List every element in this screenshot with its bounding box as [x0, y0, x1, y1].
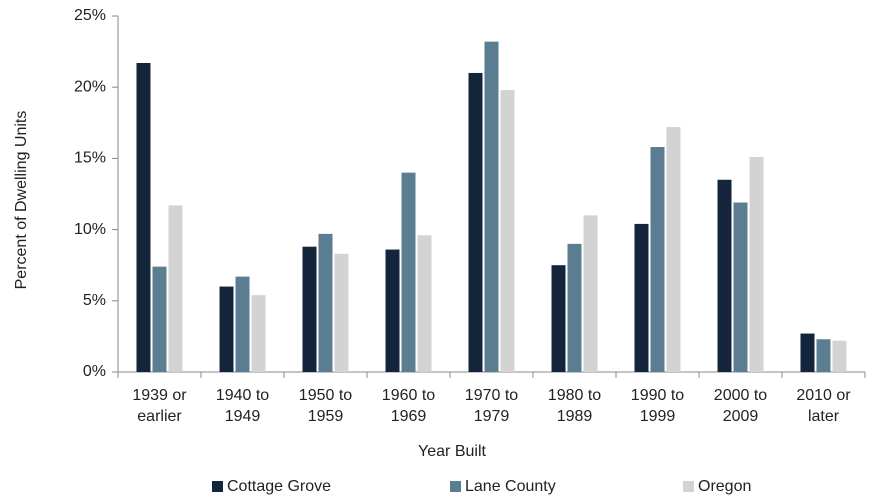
x-tick-label: 1990 to 1999 — [630, 387, 685, 425]
bar — [334, 253, 349, 372]
y-tick-label: 10% — [74, 221, 106, 238]
bar — [152, 266, 167, 372]
x-tick-label: 1970 to 1979 — [464, 387, 519, 425]
bar — [800, 333, 815, 372]
bar — [251, 295, 266, 372]
y-tick-label: 20% — [74, 78, 106, 95]
y-tick-label: 0% — [83, 363, 106, 380]
bar — [733, 202, 748, 372]
bar — [302, 246, 317, 372]
bar — [235, 276, 250, 372]
bar — [749, 156, 764, 372]
bar — [468, 72, 483, 373]
x-tick-label: 1940 to 1949 — [215, 387, 270, 425]
bar — [832, 340, 847, 372]
legend-label: Oregon — [698, 478, 751, 495]
bar — [567, 243, 582, 372]
bar — [816, 339, 831, 372]
bar — [484, 41, 499, 373]
bar — [417, 235, 432, 372]
legend-label: Cottage Grove — [227, 478, 331, 495]
x-tick-label: 1939 or earlier — [132, 387, 187, 425]
legend-label: Lane County — [465, 478, 556, 495]
x-tick-label: 1980 to 1989 — [547, 387, 602, 425]
y-tick-label: 5% — [83, 292, 106, 309]
bar — [318, 233, 333, 372]
bar — [583, 215, 598, 372]
bar — [551, 265, 566, 372]
x-tick-label: 2000 to 2009 — [713, 387, 768, 425]
y-tick-label: 25% — [74, 7, 106, 24]
y-tick-label: 15% — [74, 150, 106, 167]
bar — [666, 127, 681, 373]
y-axis-title: Percent of Dwelling Units — [13, 111, 30, 290]
bar — [650, 147, 665, 372]
bar — [219, 286, 234, 372]
x-tick-label: 2010 or later — [796, 387, 851, 425]
bar — [168, 205, 183, 372]
legend-swatch — [212, 481, 223, 492]
legend-swatch — [450, 481, 461, 492]
x-tick-label: 1960 to 1969 — [381, 387, 436, 425]
x-axis-title: Year Built — [418, 443, 486, 460]
bar — [385, 249, 400, 372]
bar — [401, 172, 416, 372]
bar — [634, 223, 649, 372]
legend-swatch — [683, 481, 694, 492]
x-tick-label: 1950 to 1959 — [298, 387, 353, 425]
bar — [717, 179, 732, 372]
bar — [136, 62, 151, 372]
bar — [500, 90, 515, 372]
